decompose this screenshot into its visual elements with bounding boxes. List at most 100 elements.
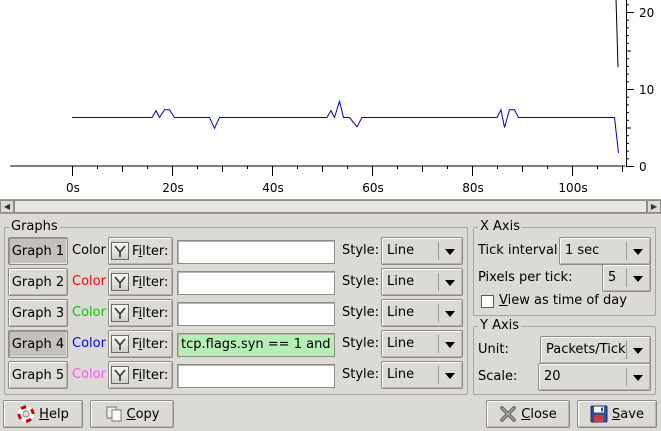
chevron-down-icon: [445, 249, 455, 255]
x-axis-frame-title: X Axis: [478, 219, 523, 235]
graph-3-style-select[interactable]: Line: [381, 299, 463, 327]
graph-4-color-button[interactable]: Color: [72, 336, 106, 351]
chevron-down-icon: [633, 276, 643, 282]
graph-3-filter-label: Filter:: [132, 305, 169, 321]
y-tick-label: 0: [639, 160, 647, 174]
graph-2-style-select[interactable]: Line: [381, 268, 463, 296]
tick-interval-label: Tick interval:: [478, 243, 562, 258]
tick-interval-select[interactable]: 1 sec: [559, 237, 651, 265]
graph-1-style-select[interactable]: Line: [381, 237, 463, 265]
graph-plot-area[interactable]: 0s 20s 40s 60s 80s 100s 20 10 0: [0, 0, 661, 199]
graph-1-filter-input[interactable]: [177, 240, 335, 264]
y-axis-frame-title: Y Axis: [478, 318, 522, 334]
unit-select[interactable]: Packets/Tick: [540, 336, 651, 364]
graph-1-style-value: Line: [387, 243, 415, 258]
view-time-of-day-label[interactable]: View as time of day: [499, 293, 627, 309]
graph-4-style-select[interactable]: Line: [381, 330, 463, 358]
view-time-of-day-rest: iew as time of day: [507, 293, 627, 308]
graph-plot-svg: 0s 20s 40s 60s 80s 100s 20 10 0: [10, 0, 654, 195]
combo-separator: [626, 269, 627, 287]
filter-icon: [111, 304, 129, 322]
graph-4-style-value: Line: [387, 336, 415, 351]
chevron-down-icon: [633, 375, 643, 381]
graphs-frame-title: Graphs: [9, 219, 60, 235]
graph-3-label: Graph 3: [11, 305, 65, 321]
view-time-of-day-checkbox[interactable]: [481, 295, 494, 308]
x-tick-label: 100s: [558, 181, 587, 195]
x-tick-label: 40s: [262, 181, 284, 195]
graph-1-filter-label: Filter:: [132, 243, 169, 259]
graph-1-color-button[interactable]: Color: [72, 243, 106, 258]
chevron-down-icon: [633, 348, 643, 354]
unit-value: Packets/Tick: [546, 342, 626, 357]
scale-select[interactable]: 20: [538, 363, 651, 391]
graph-2-filter-input[interactable]: [177, 271, 335, 295]
graph-3-toggle-button[interactable]: Graph 3: [8, 299, 68, 327]
floppy-disk-icon: [590, 405, 608, 423]
chevron-down-icon: [445, 373, 455, 379]
graph-2-label: Graph 2: [11, 274, 65, 290]
chevron-down-icon: [445, 311, 455, 317]
x-axis: 0s 20s 40s 60s 80s 100s: [10, 165, 625, 195]
view-time-of-day-mnemonic: V: [499, 293, 508, 308]
y-axis: 20 10 0: [626, 0, 654, 174]
help-button[interactable]: Help: [3, 400, 83, 428]
combo-separator: [626, 368, 627, 386]
graph-1-style-label: Style:: [342, 243, 380, 258]
graph-1-toggle-button[interactable]: Graph 1: [8, 237, 68, 265]
scrollbar-thumb[interactable]: [14, 200, 647, 213]
scroll-right-arrow-icon[interactable]: ▶: [647, 200, 661, 213]
graphs-frame: Graphs: [4, 219, 468, 395]
filter-icon: [111, 242, 129, 260]
help-button-label: Help: [39, 406, 69, 422]
graph-2-style-value: Line: [387, 274, 415, 289]
graph-3-filter-input[interactable]: [177, 302, 335, 326]
close-button[interactable]: Close: [486, 400, 570, 428]
filter-icon: [111, 273, 129, 291]
copy-button-label: Copy: [126, 406, 160, 422]
graph-4-style-label: Style:: [342, 336, 380, 351]
graph-3-color-button[interactable]: Color: [72, 305, 106, 320]
graph-2-filter-button[interactable]: Filter:: [108, 268, 173, 296]
graph-2-color-button[interactable]: Color: [72, 274, 106, 289]
y-axis-frame: Y Axis: [473, 318, 656, 395]
graph-5-filter-button[interactable]: Filter:: [108, 361, 173, 389]
pixels-per-tick-label: Pixels per tick:: [478, 270, 573, 285]
pixels-per-tick-select[interactable]: 5: [602, 264, 651, 292]
graph-5-style-select[interactable]: Line: [381, 361, 463, 389]
copy-icon: [105, 405, 123, 423]
x-tick-label: 60s: [362, 181, 384, 195]
save-button[interactable]: Save: [577, 400, 657, 428]
save-button-label: Save: [612, 406, 644, 422]
filter-icon: [111, 366, 129, 384]
graph-2-toggle-button[interactable]: Graph 2: [8, 268, 68, 296]
graph-5-label: Graph 5: [11, 367, 65, 383]
graph-5-color-button[interactable]: Color: [72, 367, 106, 382]
horizontal-scrollbar[interactable]: ◀ ▶: [0, 199, 661, 214]
graph-1-filter-button[interactable]: Filter:: [108, 237, 173, 265]
graph-5-filter-input[interactable]: [177, 364, 335, 388]
graph-5-filter-label: Filter:: [132, 367, 169, 383]
graph-3-filter-button[interactable]: Filter:: [108, 299, 173, 327]
series-line-1: [72, 99, 619, 153]
lifebuoy-icon: [17, 405, 35, 423]
graph-5-style-label: Style:: [342, 367, 380, 382]
tick-interval-value: 1 sec: [565, 243, 600, 258]
combo-separator: [626, 242, 627, 260]
copy-button[interactable]: Copy: [90, 400, 174, 428]
graph-4-filter-input[interactable]: tcp.flags.syn == 1 and t: [177, 333, 335, 357]
combo-separator: [438, 366, 439, 384]
graph-4-toggle-button[interactable]: Graph 4: [8, 330, 68, 358]
combo-separator: [438, 304, 439, 322]
filter-icon: [111, 335, 129, 353]
graph-4-filter-label: Filter:: [132, 336, 169, 352]
x-tick-label: 20s: [162, 181, 184, 195]
x-tick-label: 0s: [66, 181, 80, 195]
graph-5-toggle-button[interactable]: Graph 5: [8, 361, 68, 389]
scroll-left-arrow-icon[interactable]: ◀: [0, 200, 14, 213]
scale-value: 20: [544, 369, 561, 384]
x-axis-frame: X Axis: [473, 219, 656, 316]
graph-4-filter-button[interactable]: Filter:: [108, 330, 173, 358]
series-line-2: [615, 0, 619, 68]
chevron-down-icon: [445, 342, 455, 348]
